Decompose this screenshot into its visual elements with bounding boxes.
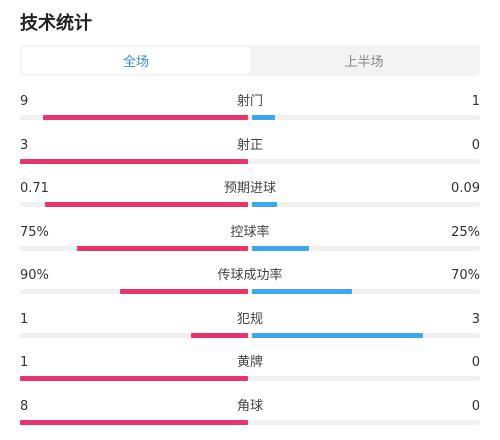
- tab-full-match[interactable]: 全场: [22, 47, 250, 74]
- stat-track: [20, 376, 480, 381]
- stat-row-possession: 75% 控球率 25%: [20, 225, 480, 255]
- home-bar: [20, 158, 248, 164]
- stat-label: 黄牌: [236, 355, 263, 370]
- stat-row-shots-on-target: 3 射正 0: [20, 138, 480, 168]
- home-bar: [191, 332, 248, 338]
- home-value: 0.71: [20, 181, 49, 196]
- away-value: 3: [471, 311, 480, 327]
- period-tabs: 全场 上半场: [20, 45, 480, 76]
- away-bar: [252, 289, 352, 294]
- away-value: 25%: [451, 224, 480, 240]
- stat-label: 传球成功率: [217, 268, 283, 283]
- stat-row-pass-accuracy: 90% 传球成功率 70%: [20, 268, 480, 298]
- page-title: 技术统计: [20, 13, 92, 34]
- home-value: 8: [20, 398, 29, 414]
- home-bar: [45, 202, 248, 207]
- stat-label: 犯规: [236, 311, 263, 327]
- away-value: 0: [471, 355, 480, 370]
- stat-label: 预期进球: [223, 181, 276, 196]
- stat-track: [20, 332, 480, 338]
- stat-track: [20, 202, 480, 207]
- away-value: 0: [471, 398, 480, 414]
- home-value: 75%: [20, 224, 49, 240]
- tab-first-half[interactable]: 上半场: [344, 55, 384, 70]
- stat-track: [20, 289, 480, 294]
- away-value: 70%: [451, 268, 480, 283]
- away-bar: [252, 245, 309, 251]
- away-bar: [252, 332, 423, 338]
- stat-track: [20, 419, 480, 425]
- away-bar: [252, 202, 277, 207]
- home-bar: [77, 245, 248, 251]
- home-value: 3: [20, 137, 29, 153]
- home-value: 9: [20, 94, 29, 109]
- home-value: 90%: [20, 268, 49, 283]
- home-bar: [120, 289, 248, 294]
- away-value: 0.09: [451, 181, 480, 196]
- stat-label: 射正: [236, 137, 263, 153]
- home-value: 1: [20, 355, 29, 370]
- home-bar: [43, 115, 248, 120]
- stat-row-shots: 9 射门 1: [20, 94, 480, 124]
- home-value: 1: [20, 311, 29, 327]
- home-bar: [20, 419, 248, 425]
- stat-track: [20, 115, 480, 120]
- stat-row-yellow-cards: 1 黄牌 0: [20, 355, 480, 385]
- away-value: 1: [471, 94, 480, 109]
- stat-label: 射门: [236, 94, 263, 109]
- home-bar: [20, 376, 248, 381]
- stat-label: 角球: [236, 398, 263, 414]
- stat-label: 控球率: [230, 224, 270, 240]
- stat-row-corners: 8 角球 0: [20, 399, 480, 429]
- away-bar: [252, 115, 275, 120]
- stat-track: [20, 158, 480, 164]
- stat-row-expected-goals: 0.71 预期进球 0.09: [20, 181, 480, 211]
- away-value: 0: [471, 137, 480, 153]
- stat-row-fouls: 1 犯规 3: [20, 312, 480, 342]
- stat-track: [20, 245, 480, 251]
